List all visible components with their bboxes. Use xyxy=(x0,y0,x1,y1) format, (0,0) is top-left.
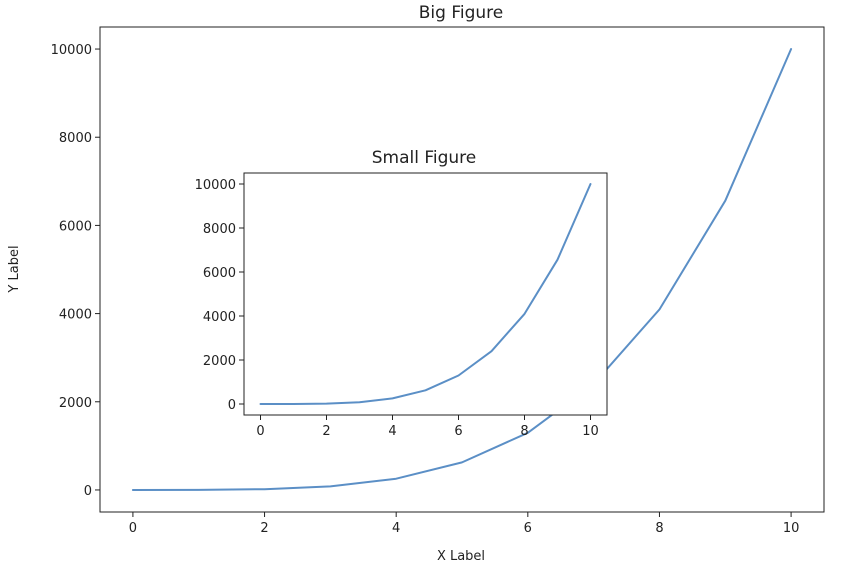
small-y-tick-label: 10000 xyxy=(195,178,236,193)
big-x-tick-label: 6 xyxy=(524,521,532,536)
big-series-line xyxy=(131,48,793,491)
small-x-tick-label: 8 xyxy=(520,424,528,439)
big-chart-title: Big Figure xyxy=(419,3,504,23)
big-y-tick-label: 4000 xyxy=(59,308,92,323)
small-series-line xyxy=(259,183,592,405)
small-y-tick-label: 4000 xyxy=(203,310,236,325)
big-x-tick-label: 8 xyxy=(655,521,663,536)
big-plot-frame xyxy=(99,26,825,513)
small-axes-background xyxy=(244,173,607,415)
small-y-tick-label: 2000 xyxy=(203,354,236,369)
big-y-axis-label: Y Label xyxy=(7,245,22,293)
small-x-tick-label: 6 xyxy=(454,424,462,439)
small-x-tick-label: 2 xyxy=(322,424,330,439)
small-y-tick-label: 8000 xyxy=(203,222,236,237)
small-x-tick-label: 4 xyxy=(388,424,396,439)
small-x-tick-label: 0 xyxy=(256,424,264,439)
big-x-tick-label: 0 xyxy=(129,521,137,536)
big-y-tick-label: 2000 xyxy=(59,396,92,411)
big-y-tick-label: 8000 xyxy=(59,131,92,146)
small-y-tick-label: 6000 xyxy=(203,266,236,281)
small-axes: Small Figure 0 2 4 6 8 10 0 2000 4000 6000 8000 100… xyxy=(195,148,608,439)
big-y-tick-label: 6000 xyxy=(59,219,92,234)
small-y-tick-label: 0 xyxy=(228,398,236,413)
big-x-tick-label: 2 xyxy=(260,521,268,536)
big-y-tick-label: 10000 xyxy=(51,43,92,58)
big-y-tick-label: 0 xyxy=(84,484,92,499)
big-x-tick-label: 10 xyxy=(783,521,800,536)
big-x-axis-label: X Label xyxy=(437,549,485,564)
big-axes: Big Figure X Label Y Label 0 2 4 6 8 10 0 2000 4… xyxy=(7,3,825,564)
big-x-tick-label: 4 xyxy=(392,521,400,536)
small-x-tick-label: 10 xyxy=(582,424,599,439)
small-chart-title: Small Figure xyxy=(372,148,477,168)
small-plot-frame xyxy=(243,172,608,416)
